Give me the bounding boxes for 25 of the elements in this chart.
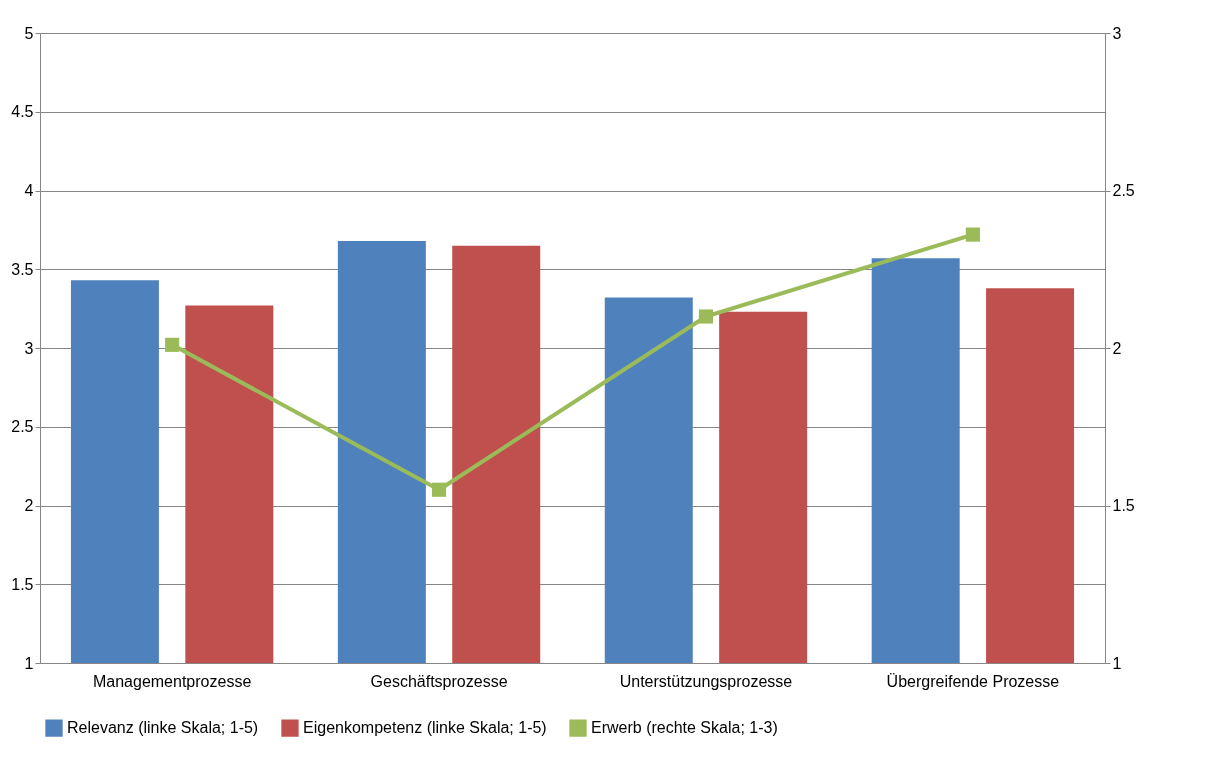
legend-label: Eigenkompetenz (linke Skala; 1-5) [303,719,547,737]
y2-tick-label: 3 [1112,24,1122,42]
y-tick-label: 1 [24,654,34,672]
x-tick-label: Managementprozesse [92,672,252,690]
y2-tick-label: 1 [1112,654,1122,672]
y-tick-label: 5 [24,24,34,42]
y-tick-label: 1.5 [11,575,34,593]
y2-tick-label: 2 [1112,339,1122,357]
legend-label: Erwerb (rechte Skala; 1-3) [591,719,778,737]
y-tick-label: 2 [24,497,34,514]
y-tick-label: 4.5 [11,103,34,121]
x-tick-label: Geschäftsprozesse [370,672,508,690]
y-tick-label: 2.5 [11,418,34,436]
x-tick-label: Unterstützungsprozesse [619,672,793,690]
point [431,482,447,497]
y-tick-label: 3 [24,339,34,357]
legend-label: Relevanz (linke Skala; 1-5) [67,719,259,737]
y-tick-label: 4 [24,182,34,199]
y2-tick-label: 2.5 [1112,182,1135,199]
point [965,227,980,242]
point [165,337,180,352]
y-tick-label: 3.5 [11,260,34,278]
y2-tick-label: 1.5 [1112,497,1135,514]
x-tick-label: Übergreifende Prozesse [886,672,1060,690]
point [698,309,714,324]
